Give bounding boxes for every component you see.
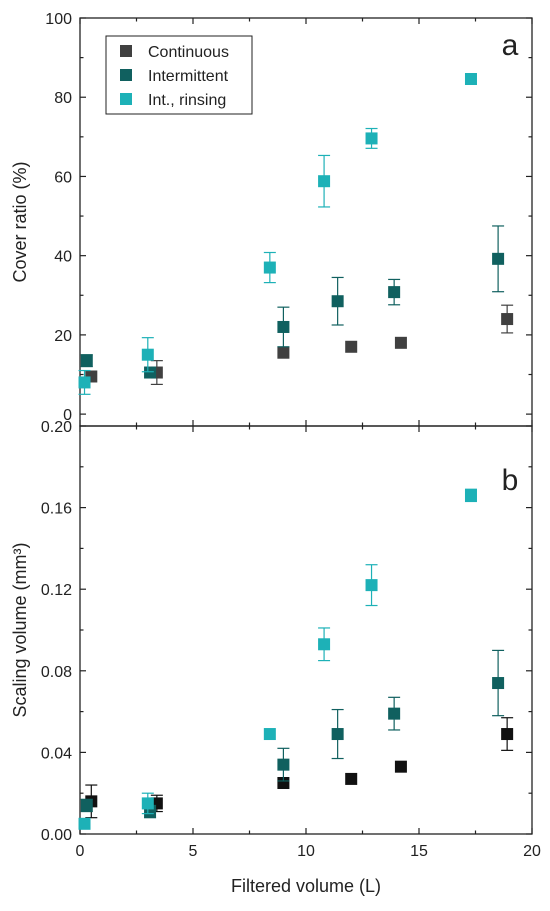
series-intermittent <box>80 649 505 819</box>
x-tick-label: 0 <box>76 843 85 860</box>
panel-a: 0 20 40 60 80 100 Cover ratio (%) a Continuous In… <box>10 11 533 427</box>
series-int-rinsing <box>78 488 477 830</box>
y-tick-label: 0.04 <box>41 745 72 762</box>
data-point <box>388 707 401 720</box>
data-point <box>318 638 331 651</box>
data-point <box>365 132 378 145</box>
data-point <box>492 252 505 265</box>
x-tick-label: 20 <box>523 843 541 860</box>
data-point <box>501 313 514 326</box>
y-tick-label: 0.20 <box>41 419 72 436</box>
x-tick-label: 15 <box>410 843 428 860</box>
series-intermittent <box>80 225 505 379</box>
data-point <box>345 340 358 353</box>
y-tick-label: 80 <box>54 90 72 107</box>
y-axis-title: Cover ratio (%) <box>10 161 30 282</box>
data-point <box>345 772 358 785</box>
data-point <box>78 817 91 830</box>
series-int-rinsing <box>78 73 477 395</box>
panel-letter: b <box>502 464 519 497</box>
data-point <box>318 175 331 188</box>
y-tick-label: 20 <box>54 328 72 345</box>
y-tick-label: 0.00 <box>41 827 72 844</box>
data-point <box>263 261 276 274</box>
data-point <box>331 728 344 741</box>
data-point <box>80 354 93 367</box>
data-point <box>388 286 401 299</box>
plot-frame <box>79 425 533 835</box>
data-point <box>277 320 290 333</box>
data-point <box>331 295 344 308</box>
y-tick-label: 0.12 <box>41 582 72 599</box>
data-point <box>365 579 378 592</box>
data-point <box>464 73 477 86</box>
legend-label: Intermittent <box>148 68 229 85</box>
data-point <box>141 348 154 361</box>
y-tick-label: 100 <box>45 11 72 28</box>
y-tick-label: 0.16 <box>41 501 72 518</box>
data-point <box>263 728 276 741</box>
data-point <box>78 376 91 389</box>
y-tick-label: 0.08 <box>41 664 72 681</box>
y-tick-label: 0 <box>63 407 72 424</box>
legend-label: Continuous <box>148 44 229 61</box>
data-point <box>394 336 407 349</box>
panel-letter: a <box>502 29 519 62</box>
legend-marker <box>120 93 132 105</box>
x-axis-title: Filtered volume (L) <box>231 876 381 896</box>
data-point <box>141 797 154 810</box>
data-point <box>277 777 290 789</box>
legend-label: Int., rinsing <box>148 92 226 109</box>
legend-marker <box>120 45 132 57</box>
data-point <box>277 346 290 359</box>
data-point <box>277 758 290 771</box>
y-axis-title: Scaling volume (mm³) <box>10 542 30 717</box>
y-tick-label: 60 <box>54 169 72 186</box>
x-tick-label: 5 <box>189 843 198 860</box>
legend-marker <box>120 69 132 81</box>
data-point <box>501 728 514 741</box>
data-point <box>80 799 93 812</box>
x-tick-label: 10 <box>297 843 315 860</box>
panel-b: 0 5 10 15 20 0.00 0.04 0.08 0.12 0.16 0.20 Scaling … <box>10 419 541 896</box>
data-point <box>144 366 157 379</box>
data-point <box>394 760 407 773</box>
data-point <box>492 677 505 690</box>
y-tick-label: 40 <box>54 249 72 266</box>
legend: Continuous Intermittent Int., rinsing <box>105 35 253 115</box>
data-point <box>464 489 477 502</box>
